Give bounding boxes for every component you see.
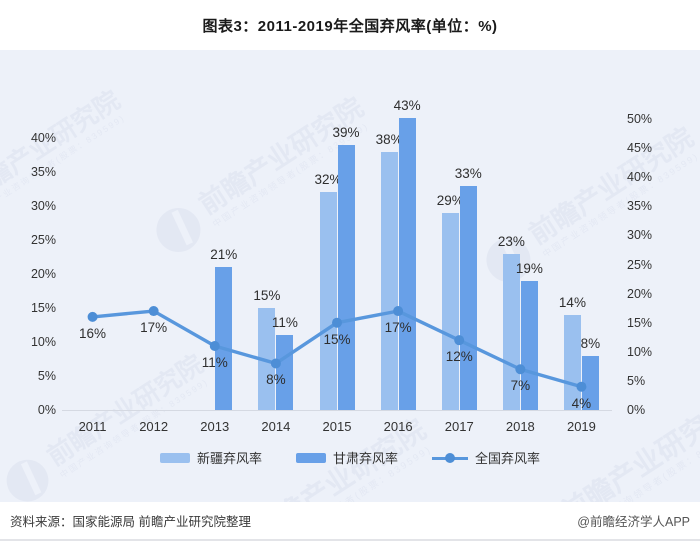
left-axis-tick-label: 25% (30, 233, 56, 247)
x-axis-category-label: 2016 (383, 419, 413, 434)
bar-value-label: 29% (436, 192, 464, 208)
bar-value-label: 15% (253, 288, 281, 303)
bar-value-label: 11% (271, 315, 298, 331)
line-value-label: 12% (445, 349, 473, 365)
x-axis-category-label: 2019 (566, 419, 596, 434)
x-axis-category-label: 2014 (261, 419, 291, 434)
line-value-label: 17% (140, 320, 168, 336)
right-axis-tick-label: 40% (627, 170, 653, 185)
left-axis-tick-label: 30% (30, 199, 56, 213)
line-value-label: 15% (323, 331, 351, 347)
bar-value-label: 43% (393, 97, 421, 113)
x-axis-category-label: 2013 (200, 419, 230, 434)
left-axis-tick-label: 20% (30, 267, 56, 281)
legend-label: 甘肃弃风率 (332, 451, 398, 466)
right-axis-tick-label: 45% (627, 141, 653, 156)
plot-area: 0% 5% 10% 15% 20% 25% 30% 35% 40% 0% 5% 10% 15% 20% 25… (0, 50, 700, 502)
x-axis-line (62, 409, 612, 411)
left-axis-tick-label: 35% (30, 165, 56, 179)
chart-panel: 前瞻产业研究院 中国产业咨询领导者(股票：839599) 前瞻产业研究院 中国产业咨询… (0, 50, 700, 502)
credit-text: @前瞻经济学人APP (577, 515, 690, 529)
bar-甘肃弃风率 (215, 267, 233, 410)
line-marker (87, 311, 98, 322)
right-axis-tick-label: 10% (627, 344, 653, 359)
bar-value-label: 19% (515, 260, 543, 276)
bar-value-label: 23% (497, 233, 525, 249)
right-axis-tick-label: 30% (627, 228, 653, 243)
footer-bar: 资料来源：国家能源局 前瞻产业研究院整理 @前瞻经济学人APP (0, 502, 700, 539)
line-value-label: 8% (266, 372, 286, 388)
x-axis-category-label: 2015 (322, 419, 352, 434)
bar-新疆弃风率 (380, 151, 398, 410)
chart-title: 图表3：2011-2019年全国弃风率(单位：%) (202, 17, 498, 35)
right-axis-tick-label: 20% (627, 286, 653, 301)
left-axis-tick-label: 0% (37, 403, 56, 417)
bar-甘肃弃风率 (459, 185, 477, 410)
line-value-label: 7% (510, 378, 531, 394)
source-text: 资料来源：国家能源局 前瞻产业研究院整理 (10, 515, 251, 529)
right-axis-tick-label: 5% (627, 373, 646, 388)
left-axis-tick-label: 10% (30, 335, 56, 349)
right-axis-tick-label: 50% (627, 112, 653, 126)
left-axis-tick-label: 5% (37, 369, 56, 383)
legend-item-新疆弃风率: 新疆弃风率 (159, 448, 262, 467)
bar-value-label: 38% (375, 131, 403, 147)
legend-item-甘肃弃风率: 甘肃弃风率 (295, 448, 398, 467)
line-value-label: 4% (571, 395, 592, 411)
x-axis-category-label: 2018 (505, 419, 535, 434)
legend-line-dot (445, 452, 455, 463)
line-value-label: 16% (79, 325, 107, 341)
x-axis-category-label: 2011 (78, 419, 107, 434)
title-bar: 图表3：2011-2019年全国弃风率(单位：%) (0, 0, 700, 50)
right-axis-tick-label: 15% (627, 315, 653, 330)
right-axis-tick-label: 0% (627, 403, 646, 417)
bar-value-label: 14% (558, 294, 586, 310)
right-axis-tick-label: 25% (627, 257, 653, 272)
legend-item-全国弃风率: 全国弃风率 (432, 448, 540, 467)
bar-甘肃弃风率 (337, 144, 355, 410)
legend-bar-swatch (295, 452, 326, 463)
bar-新疆弃风率 (319, 192, 337, 410)
x-axis-category-label: 2012 (139, 419, 169, 434)
bar-value-label: 8% (580, 335, 601, 351)
bar-value-label: 21% (210, 247, 238, 263)
bar-甘肃弃风率 (581, 355, 599, 410)
right-axis-tick-label: 35% (627, 199, 653, 214)
line-marker (148, 306, 159, 317)
bar-value-label: 32% (314, 172, 342, 188)
legend-bar-swatch (159, 452, 190, 463)
legend-label: 全国弃风率 (475, 451, 541, 466)
x-axis-category-label: 2017 (444, 419, 474, 434)
legend-line-swatch (432, 452, 468, 463)
bar-新疆弃风率 (441, 212, 459, 410)
legend-label: 新疆弃风率 (196, 451, 262, 466)
bar-甘肃弃风率 (398, 117, 416, 410)
line-value-label: 11% (201, 354, 228, 370)
bar-value-label: 39% (332, 124, 360, 140)
line-value-label: 17% (384, 320, 412, 336)
bar-value-label: 33% (454, 165, 482, 181)
left-axis-tick-label: 15% (30, 301, 56, 315)
left-axis-tick-label: 40% (30, 131, 56, 145)
legend: 新疆弃风率 甘肃弃风率 全国弃风率 (0, 448, 700, 467)
